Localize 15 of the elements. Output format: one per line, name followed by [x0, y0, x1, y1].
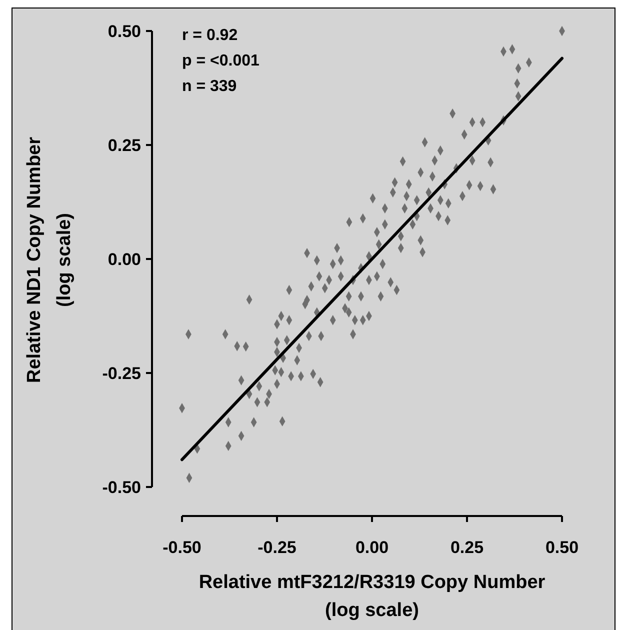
annotation: n = 339 [182, 78, 237, 95]
x-axis-title: Relative mtF3212/R3319 Copy Number (log scale) [198, 572, 546, 621]
annotation: r = 0.92 [182, 27, 238, 44]
annotation: p = <0.001 [182, 52, 260, 70]
y-tick-label: 0.50 [108, 22, 141, 41]
y-axis-title: Relative ND1 Copy Number (log scale) [24, 136, 75, 384]
y-tick-label: 0.00 [108, 250, 141, 269]
x-tick-label: -0.50 [162, 538, 202, 557]
x-tick-label: 0.25 [450, 538, 484, 557]
x-tick-label: 0.50 [545, 538, 579, 557]
y-tick-label: 0.25 [108, 136, 141, 155]
x-tick-label: 0.00 [355, 538, 389, 557]
y-tick-label: -0.50 [102, 478, 141, 497]
y-tick-label: -0.25 [102, 364, 141, 383]
x-tick-label: -0.25 [258, 538, 296, 557]
